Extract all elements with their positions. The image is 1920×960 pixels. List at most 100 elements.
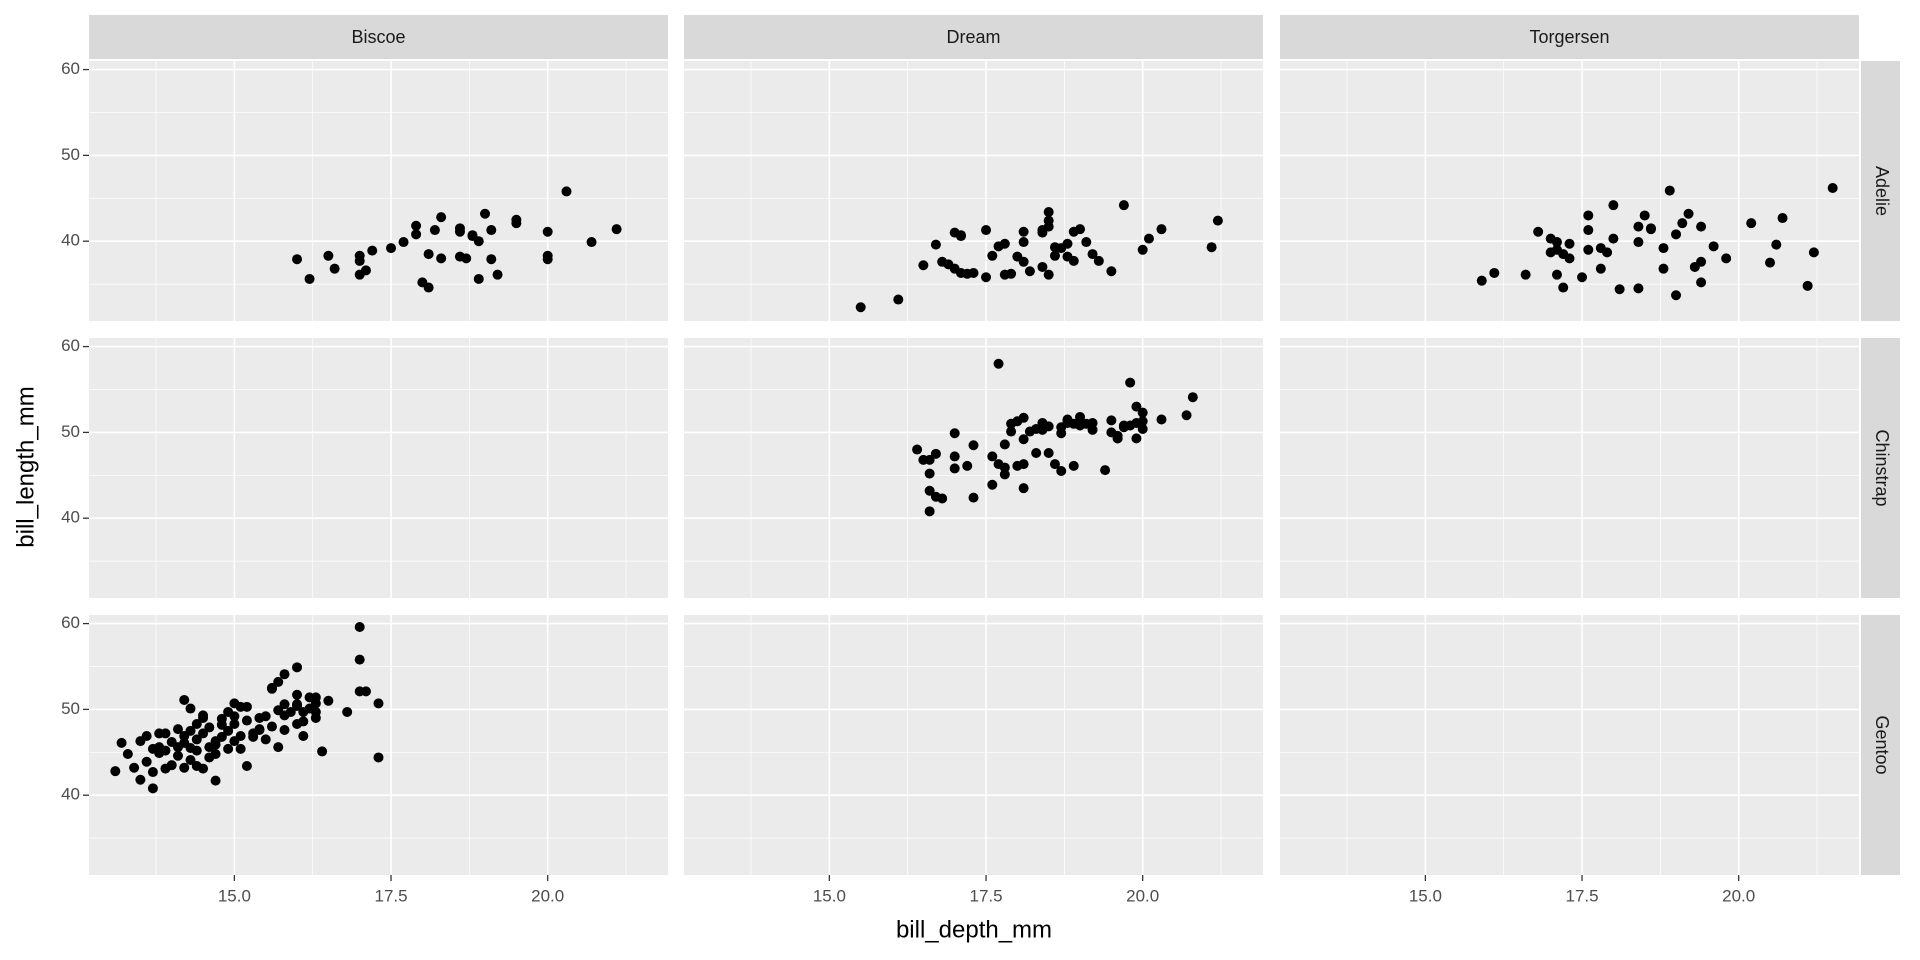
data-point (1808, 247, 1819, 258)
data-point (1056, 466, 1067, 477)
data-point (1181, 410, 1192, 421)
data-point (1564, 253, 1575, 264)
data-point (248, 731, 259, 742)
panel-background (1280, 615, 1859, 875)
data-point (191, 734, 202, 745)
data-point (1087, 249, 1098, 260)
x-tick-label: 15.0 (813, 886, 846, 905)
x-tick-label: 20.0 (531, 886, 564, 905)
data-point (611, 224, 622, 235)
data-point (1802, 280, 1813, 291)
data-point (354, 622, 365, 633)
data-point (354, 250, 365, 261)
data-point (1658, 243, 1669, 254)
data-point (993, 358, 1004, 369)
column-strip (89, 15, 668, 59)
y-tick-label: 50 (61, 699, 80, 718)
data-point (461, 253, 472, 264)
data-point (454, 223, 465, 234)
data-point (1006, 268, 1017, 279)
data-point (1551, 269, 1562, 280)
data-point (429, 225, 440, 236)
data-point (949, 428, 960, 439)
data-point (273, 676, 284, 687)
data-point (1212, 215, 1223, 226)
data-point (1112, 433, 1123, 444)
x-axis-title: bill_depth_mm (896, 916, 1052, 943)
data-point (968, 492, 979, 503)
data-point (1018, 483, 1029, 494)
data-point (492, 269, 503, 280)
data-point (135, 774, 146, 785)
data-point (423, 249, 434, 260)
data-point (999, 439, 1010, 450)
data-point (912, 444, 923, 455)
data-point (1633, 237, 1644, 248)
data-point (1024, 266, 1035, 277)
data-point (918, 260, 929, 271)
data-point (1696, 221, 1707, 232)
x-tick-label: 17.5 (969, 886, 1002, 905)
data-point (411, 229, 422, 240)
column-strip-label: Dream (946, 27, 1000, 47)
data-point (1087, 424, 1098, 435)
data-point (386, 243, 397, 254)
data-point (292, 254, 303, 265)
data-point (223, 725, 234, 736)
y-tick-label: 40 (61, 231, 80, 250)
data-point (542, 226, 553, 237)
data-point (473, 236, 484, 247)
data-point (1608, 200, 1619, 211)
data-point (486, 254, 497, 265)
data-point (185, 725, 196, 736)
data-point (1031, 447, 1042, 458)
panel-background (684, 615, 1263, 875)
data-point (266, 683, 277, 694)
data-point (179, 762, 190, 773)
data-point (210, 775, 221, 786)
data-point (1156, 414, 1167, 425)
data-point (1043, 207, 1054, 218)
data-point (968, 440, 979, 451)
data-point (1476, 275, 1487, 286)
data-point (160, 745, 171, 756)
data-point (172, 724, 183, 735)
data-point (141, 730, 152, 741)
data-point (210, 739, 221, 750)
data-point (1577, 272, 1588, 283)
data-point (511, 218, 522, 229)
data-point (1765, 257, 1776, 268)
data-point (1125, 377, 1136, 388)
data-point (987, 451, 998, 462)
data-point (191, 745, 202, 756)
data-point (1156, 224, 1167, 235)
data-point (1658, 263, 1669, 274)
data-point (179, 694, 190, 705)
data-point (1564, 238, 1575, 249)
data-point (198, 728, 209, 739)
data-point (279, 724, 290, 735)
data-point (1683, 208, 1694, 219)
row-strip (1861, 338, 1900, 598)
data-point (924, 506, 935, 517)
data-point (1081, 237, 1092, 248)
data-point (999, 462, 1010, 473)
data-point (260, 711, 271, 722)
data-point (1106, 415, 1117, 426)
data-point (223, 743, 234, 754)
data-point (949, 451, 960, 462)
data-point (367, 245, 378, 256)
data-point (160, 728, 171, 739)
y-tick-label: 60 (61, 613, 80, 632)
data-point (285, 706, 296, 717)
data-point (1614, 284, 1625, 295)
y-tick-label: 50 (61, 145, 80, 164)
data-point (1696, 277, 1707, 288)
y-tick-label: 40 (61, 508, 80, 527)
panel-background (89, 61, 668, 321)
row-strip (1861, 61, 1900, 321)
data-point (1645, 224, 1656, 235)
panel-background (684, 61, 1263, 321)
data-point (1100, 465, 1111, 476)
data-point (185, 703, 196, 714)
